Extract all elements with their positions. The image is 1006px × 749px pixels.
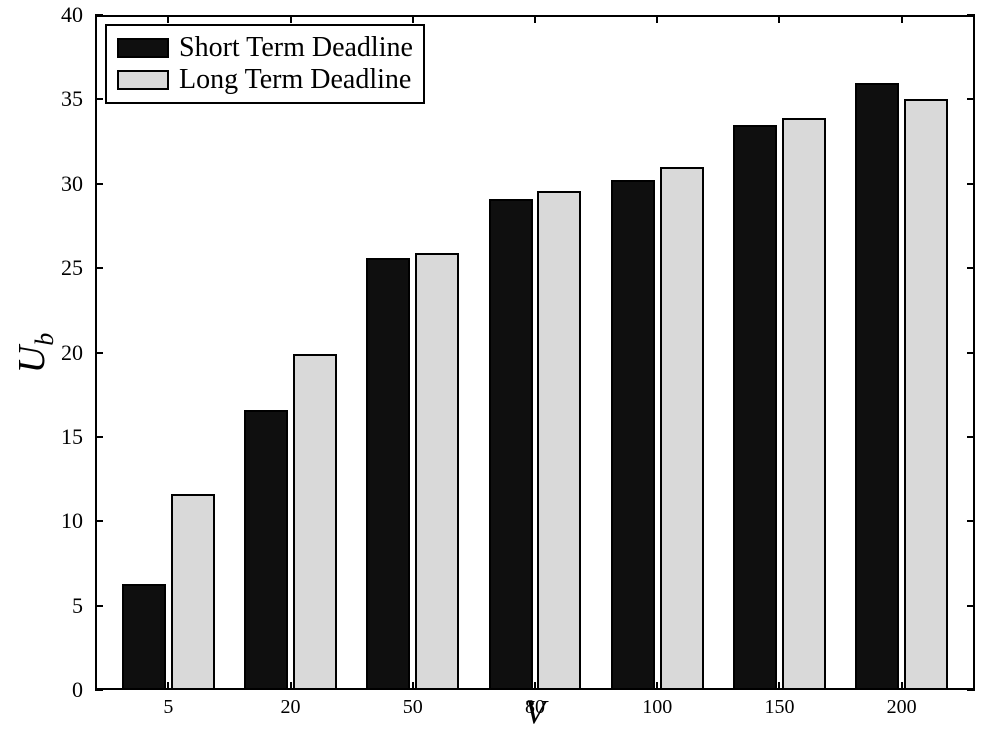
plot-area bbox=[95, 15, 975, 690]
y-tick-label: 0 bbox=[0, 677, 83, 703]
bar bbox=[293, 354, 337, 690]
y-tick bbox=[967, 520, 975, 522]
y-tick bbox=[967, 267, 975, 269]
y-tick bbox=[95, 352, 103, 354]
x-tick bbox=[778, 15, 780, 23]
legend-swatch bbox=[117, 70, 169, 90]
bar bbox=[366, 258, 410, 690]
x-tick bbox=[901, 682, 903, 690]
legend-item: Short Term Deadline bbox=[117, 32, 413, 64]
x-tick bbox=[901, 15, 903, 23]
x-tick bbox=[656, 15, 658, 23]
y-tick bbox=[95, 98, 103, 100]
y-tick-label: 30 bbox=[0, 171, 83, 197]
y-tick bbox=[967, 183, 975, 185]
bar bbox=[244, 410, 288, 690]
bar bbox=[733, 125, 777, 690]
x-tick bbox=[778, 682, 780, 690]
y-tick-label: 5 bbox=[0, 593, 83, 619]
y-tick bbox=[95, 520, 103, 522]
bar bbox=[660, 167, 704, 690]
x-tick bbox=[290, 682, 292, 690]
x-tick-label: 5 bbox=[163, 696, 173, 719]
bar bbox=[415, 253, 459, 690]
x-tick bbox=[412, 682, 414, 690]
x-tick-label: 20 bbox=[281, 696, 301, 719]
legend-label: Short Term Deadline bbox=[179, 32, 413, 64]
y-tick-label: 35 bbox=[0, 86, 83, 112]
legend: Short Term DeadlineLong Term Deadline bbox=[105, 24, 425, 104]
x-tick-label: 200 bbox=[887, 696, 917, 719]
y-tick bbox=[95, 267, 103, 269]
y-tick bbox=[95, 183, 103, 185]
x-tick bbox=[412, 15, 414, 23]
y-tick bbox=[967, 605, 975, 607]
bar bbox=[122, 584, 166, 690]
y-tick-label: 25 bbox=[0, 255, 83, 281]
y-tick-label: 15 bbox=[0, 424, 83, 450]
chart-container: Ub V Short Term DeadlineLong Term Deadli… bbox=[0, 0, 1006, 749]
y-tick bbox=[95, 605, 103, 607]
bar bbox=[489, 199, 533, 690]
y-tick bbox=[967, 436, 975, 438]
legend-item: Long Term Deadline bbox=[117, 64, 413, 96]
bar bbox=[537, 191, 581, 691]
bar bbox=[855, 83, 899, 691]
x-tick bbox=[167, 682, 169, 690]
x-tick bbox=[534, 15, 536, 23]
y-tick bbox=[967, 689, 975, 691]
legend-label: Long Term Deadline bbox=[179, 64, 411, 96]
x-tick bbox=[290, 15, 292, 23]
y-tick bbox=[95, 14, 103, 16]
x-tick bbox=[656, 682, 658, 690]
y-tick bbox=[95, 689, 103, 691]
bar bbox=[782, 118, 826, 690]
bar bbox=[611, 180, 655, 690]
legend-swatch bbox=[117, 38, 169, 58]
x-tick-label: 100 bbox=[642, 696, 672, 719]
bar bbox=[171, 494, 215, 690]
bar bbox=[904, 99, 948, 690]
y-tick bbox=[967, 98, 975, 100]
y-tick bbox=[967, 14, 975, 16]
x-tick-label: 80 bbox=[525, 696, 545, 719]
x-tick-label: 50 bbox=[403, 696, 423, 719]
y-tick bbox=[967, 352, 975, 354]
y-tick-label: 20 bbox=[0, 340, 83, 366]
x-tick bbox=[534, 682, 536, 690]
y-tick-label: 10 bbox=[0, 508, 83, 534]
y-tick bbox=[95, 436, 103, 438]
x-tick bbox=[167, 15, 169, 23]
y-tick-label: 40 bbox=[0, 2, 83, 28]
x-tick-label: 150 bbox=[764, 696, 794, 719]
